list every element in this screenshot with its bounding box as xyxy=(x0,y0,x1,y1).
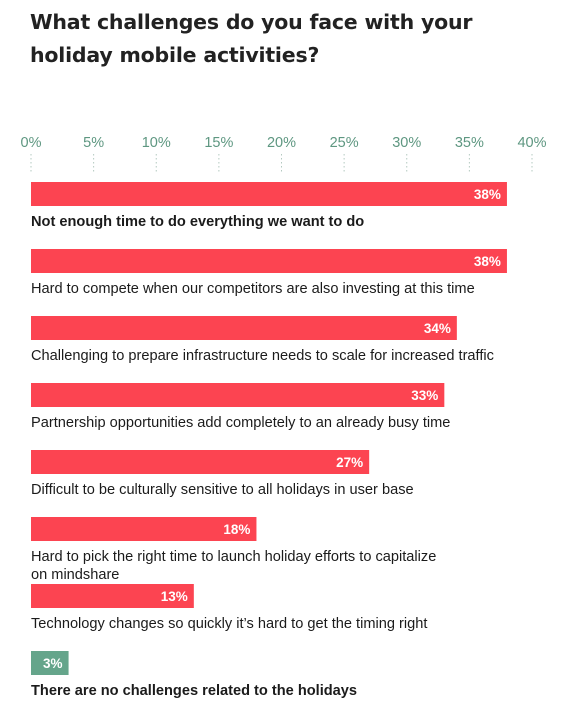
category-label-segment: Partnership opportunities add completely… xyxy=(31,415,450,431)
category-label: Hard to pick the right time to launch ho… xyxy=(31,549,436,565)
category-label: Challenging to prepare infrastructure ne… xyxy=(31,348,494,364)
category-label-segment: Difficult to be culturally sensitive to … xyxy=(31,482,414,498)
bar xyxy=(31,182,507,206)
category-label: There are no challenges related to the h… xyxy=(31,683,357,699)
category-label: Difficult to be culturally sensitive to … xyxy=(31,482,414,498)
x-tick-label: 0% xyxy=(21,135,42,151)
category-label: Partnership opportunities add completely… xyxy=(31,415,450,431)
x-tick-label: 15% xyxy=(204,135,233,151)
bar-value-label: 33% xyxy=(411,388,438,403)
bar xyxy=(31,316,457,340)
x-tick-label: 35% xyxy=(455,135,484,151)
category-label: Hard to compete when our competitors are… xyxy=(31,281,475,297)
category-label-segment: Not enough time to do everything we want… xyxy=(31,214,364,230)
category-label-segment: Hard to pick the right time to launch ho… xyxy=(31,549,436,565)
x-tick-label: 30% xyxy=(392,135,421,151)
bar xyxy=(31,584,194,608)
bar xyxy=(31,517,257,541)
bars: 38% 38% 34% 33% 27% 18% 13% 3% xyxy=(31,182,507,675)
x-axis: 0% 5% 10% 15% 20% 25% 30% 35% 40% xyxy=(21,135,547,174)
bar-value-label: 38% xyxy=(474,187,501,202)
chart-title: What challenges do you face with your ho… xyxy=(30,10,473,67)
category-label-segment: Hard to compete when our competitors are… xyxy=(31,281,475,297)
category-label: Not enough time to do everything we want… xyxy=(31,214,364,230)
category-label-segment: related to the holidays xyxy=(198,683,357,699)
category-label-segment: Challenging to prepare infrastructure ne… xyxy=(31,348,494,364)
x-tick-label: 25% xyxy=(330,135,359,151)
bar xyxy=(31,651,69,675)
bar-value-label: 13% xyxy=(161,589,188,604)
category-label-segment: Technology changes so quickly it’s hard … xyxy=(31,616,427,632)
category-label-segment: There are xyxy=(31,683,101,699)
bar-value-label: 18% xyxy=(223,522,250,537)
category-labels: Not enough time to do everything we want… xyxy=(31,214,494,699)
bar xyxy=(31,450,370,474)
bar xyxy=(31,383,445,407)
bar xyxy=(31,249,507,273)
x-tick-label: 20% xyxy=(267,135,296,151)
bar-value-label: 38% xyxy=(474,254,501,269)
bar-value-label: 34% xyxy=(424,321,451,336)
x-tick-label: 10% xyxy=(142,135,171,151)
category-label: Technology changes so quickly it’s hard … xyxy=(31,616,427,632)
x-tick-label: 5% xyxy=(83,135,104,151)
bar-value-label: 27% xyxy=(336,455,363,470)
category-label-segment: on mindshare xyxy=(31,567,119,583)
category-label-segment: no challenges xyxy=(101,683,198,699)
category-label: on mindshare xyxy=(31,567,119,583)
bar-value-label: 3% xyxy=(43,656,63,671)
x-tick-label: 40% xyxy=(517,135,546,151)
